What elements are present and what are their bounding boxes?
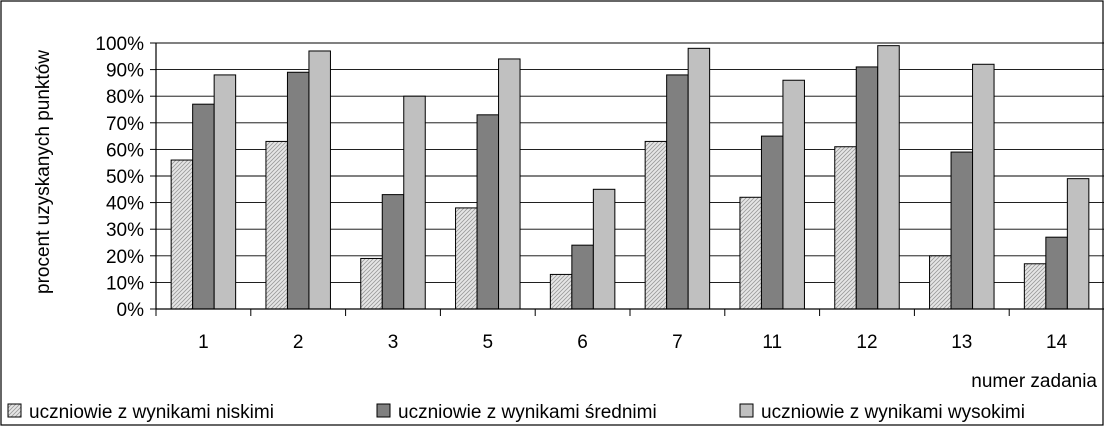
y-tick-label: 50% [106, 167, 144, 188]
y-tick-label: 0% [117, 300, 145, 321]
y-tick-label: 100% [95, 34, 144, 55]
bar-high-task-3 [403, 95, 426, 310]
x-axis-title: numer zadania [971, 371, 1097, 392]
y-tick-label: 90% [106, 61, 144, 82]
bar-high-task-14 [1066, 178, 1090, 310]
x-tick-label: 3 [388, 332, 399, 353]
y-tick-label: 60% [106, 140, 144, 161]
bar-high-task-6 [592, 188, 616, 310]
legend-swatch [7, 403, 22, 418]
bar-low-task-14 [1023, 263, 1047, 310]
y-tick-label: 70% [106, 114, 144, 135]
x-tick-label: 13 [951, 332, 972, 353]
bar-medium-task-13 [950, 151, 974, 310]
x-tick-label: 12 [856, 332, 877, 353]
legend-label: uczniowie z wynikami niskimi [29, 402, 274, 423]
bar-low-task-6 [549, 273, 573, 310]
legend-label: uczniowie z wynikami wysokimi [761, 402, 1025, 423]
bar-medium-task-2 [286, 71, 310, 310]
bar-low-task-11 [739, 196, 762, 310]
x-tick-label: 5 [483, 332, 494, 353]
y-tick-label: 80% [106, 87, 144, 108]
x-tick-label: 1 [198, 332, 209, 353]
legend-swatch [376, 403, 391, 418]
bar-high-task-11 [782, 79, 805, 310]
x-tick-label: 6 [577, 332, 588, 353]
legend: uczniowie z wynikami niskimi uczniowie z … [7, 402, 1025, 423]
y-axis-title: procent uzyskanych punktów [33, 50, 54, 294]
x-tick-label: 7 [672, 332, 683, 353]
bar-high-task-5 [498, 58, 521, 310]
bar-medium-task-5 [476, 114, 500, 310]
y-tick-label: 10% [106, 273, 144, 294]
bar-medium-task-7 [666, 74, 689, 310]
bar-medium-task-12 [855, 66, 879, 310]
bar-low-task-1 [170, 159, 194, 310]
x-tick-label: 14 [1046, 332, 1068, 353]
bar-low-task-12 [834, 146, 857, 310]
legend-swatch [739, 403, 754, 418]
bar-high-task-1 [213, 74, 237, 310]
legend-label: uczniowie z wynikami średnimi [398, 402, 657, 423]
y-tick-label: 30% [106, 220, 144, 241]
bar-low-task-13 [929, 255, 952, 310]
x-tick-label: 11 [762, 332, 782, 353]
bar-low-task-5 [455, 207, 478, 310]
bar-medium-task-11 [760, 135, 784, 310]
bar-high-task-12 [877, 45, 900, 310]
bar-medium-task-6 [571, 244, 594, 310]
y-tick-label: 20% [106, 247, 144, 268]
bar-high-task-7 [687, 47, 711, 310]
bar-low-task-3 [360, 257, 383, 310]
bar-medium-task-3 [381, 194, 405, 310]
bar-high-task-13 [972, 63, 995, 310]
bar-high-task-2 [308, 50, 331, 310]
x-tick-label: 2 [293, 332, 304, 353]
bar-low-task-7 [644, 140, 668, 310]
bar-medium-task-1 [192, 103, 215, 310]
bar-medium-task-14 [1045, 236, 1068, 310]
bar-low-task-2 [265, 140, 288, 310]
y-tick-label: 40% [106, 194, 144, 215]
